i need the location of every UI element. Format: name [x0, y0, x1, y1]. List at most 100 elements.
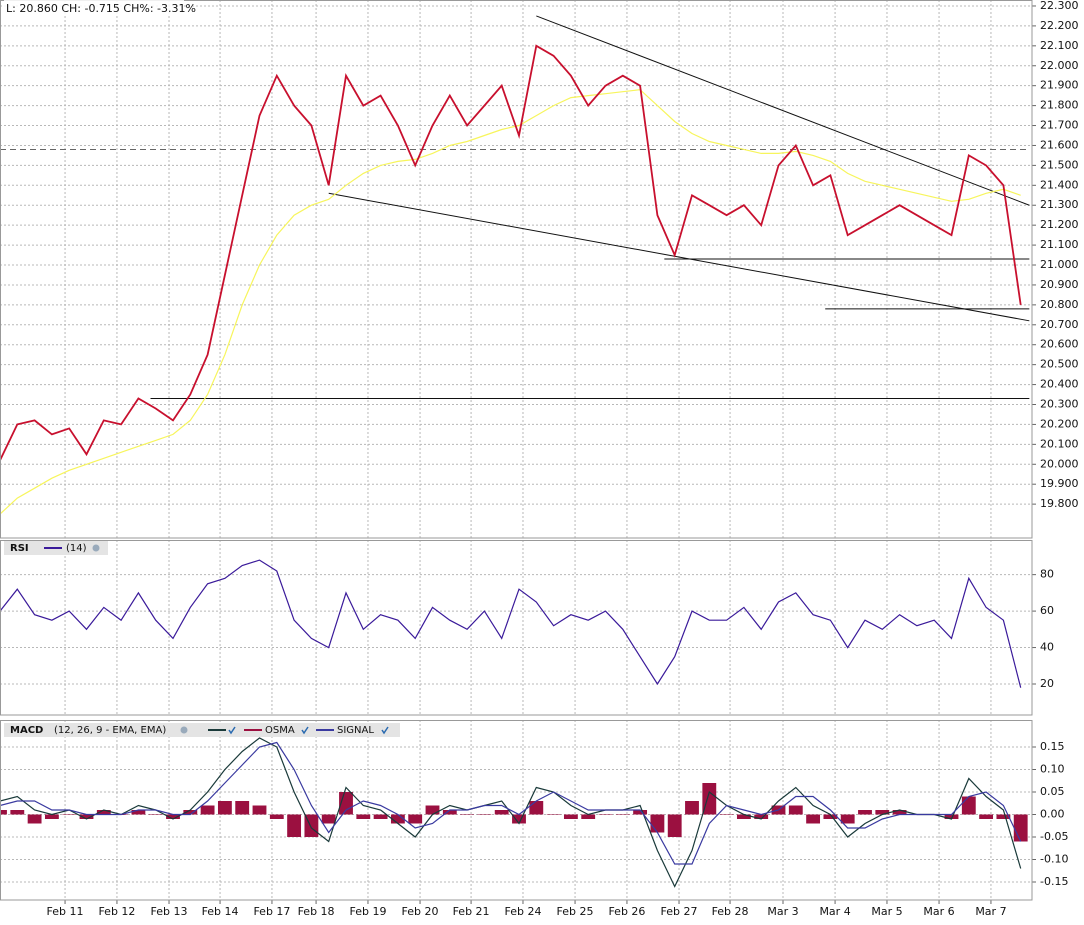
- histogram-bar: [321, 814, 336, 824]
- histogram-bar: [131, 810, 146, 815]
- x-tick-label: Mar 3: [767, 905, 798, 918]
- histogram-bar: [633, 810, 648, 815]
- histogram-bar: [477, 814, 492, 815]
- y-tick-label: 21.000: [1040, 258, 1079, 271]
- histogram-bar: [356, 814, 371, 819]
- check-icon[interactable]: [301, 726, 309, 735]
- histogram-bar: [0, 810, 7, 815]
- panel: [0, 540, 1032, 715]
- y-tick-label: -0.15: [1040, 875, 1068, 888]
- x-tick-label: Feb 19: [349, 905, 386, 918]
- osma-legend: OSMA: [265, 725, 295, 736]
- price-header: L: 20.860 CH: -0.715 CH%: -3.31%: [6, 2, 196, 15]
- histogram-bar: [442, 810, 457, 815]
- x-tick-label: Feb 21: [453, 905, 490, 918]
- x-tick-label: Feb 25: [557, 905, 594, 918]
- x-tick-label: Feb 26: [608, 905, 645, 918]
- y-tick-label: 21.800: [1040, 99, 1079, 112]
- y-tick-label: 21.300: [1040, 198, 1079, 211]
- price-panel-border: [0, 0, 1033, 539]
- histogram-bar: [217, 801, 232, 815]
- histogram-bar: [702, 783, 717, 815]
- histogram-bar: [788, 805, 803, 815]
- x-tick-label: Feb 13: [151, 905, 188, 918]
- histogram-bar: [200, 805, 215, 815]
- histogram-bar: [944, 814, 959, 819]
- histogram-bar: [148, 814, 163, 815]
- y-tick-label: 19.900: [1040, 477, 1079, 490]
- y-tick-label: 40: [1040, 641, 1054, 654]
- histogram-bar: [581, 814, 596, 819]
- y-tick-label: 20.200: [1040, 417, 1079, 430]
- y-tick-label: -0.10: [1040, 853, 1068, 866]
- histogram-bar: [650, 814, 665, 833]
- histogram-bar: [840, 814, 855, 824]
- y-tick-label: 21.400: [1040, 178, 1079, 191]
- y-tick-label: 20.600: [1040, 338, 1079, 351]
- y-tick-label: 0.00: [1040, 808, 1065, 821]
- histogram-bar: [823, 814, 838, 819]
- y-tick-label: 21.600: [1040, 138, 1079, 151]
- rsi-params: (14): [66, 543, 87, 554]
- x-tick-label: Feb 14: [202, 905, 239, 918]
- y-tick-label: 20.100: [1040, 437, 1079, 450]
- series-line: [0, 737, 1022, 888]
- y-tick-label: 0.10: [1040, 763, 1065, 776]
- y-tick-label: 20.800: [1040, 298, 1079, 311]
- histogram-bar: [996, 814, 1011, 819]
- y-tick-label: 21.700: [1040, 119, 1079, 132]
- histogram-bar: [512, 814, 526, 824]
- x-tick-label: Feb 20: [402, 905, 439, 918]
- y-tick-label: 21.900: [1040, 79, 1079, 92]
- x-tick-label: Mar 6: [923, 905, 954, 918]
- y-tick-label: 20.700: [1040, 318, 1079, 331]
- histogram-bar: [408, 814, 423, 824]
- histogram-bar: [529, 801, 544, 815]
- series-line: [0, 559, 1022, 688]
- histogram-bar: [166, 814, 180, 819]
- x-tick-label: Feb 24: [504, 905, 541, 918]
- y-tick-label: -0.05: [1040, 830, 1068, 843]
- panel: [0, 720, 1032, 900]
- x-tick-label: Feb 17: [253, 905, 290, 918]
- histogram-bar: [235, 801, 250, 815]
- check-icon[interactable]: [381, 726, 389, 735]
- histogram-bar: [736, 814, 751, 819]
- histogram-bar: [10, 810, 25, 815]
- series-line: [0, 44, 1022, 461]
- histogram-bar: [425, 805, 440, 815]
- settings-icon[interactable]: [92, 544, 100, 552]
- macd-params: (12, 26, 9 - EMA, EMA): [54, 725, 166, 736]
- macd-header: MACD: [10, 725, 43, 736]
- y-tick-label: 21.200: [1040, 218, 1079, 231]
- histogram-bar: [183, 810, 198, 815]
- x-tick-label: Mar 4: [819, 905, 850, 918]
- histogram-bar: [494, 810, 509, 815]
- x-tick-label: Mar 7: [975, 905, 1006, 918]
- y-tick-label: 0.15: [1040, 740, 1065, 753]
- histogram-bar: [754, 814, 769, 819]
- histogram-bar: [858, 810, 872, 815]
- histogram-bar: [390, 814, 405, 824]
- y-tick-label: 21.100: [1040, 238, 1079, 251]
- x-tick-label: Feb 27: [661, 905, 698, 918]
- trend-line: [328, 192, 1030, 322]
- histogram-bar: [563, 814, 578, 819]
- histogram-bar: [79, 814, 94, 819]
- check-icon[interactable]: [228, 726, 236, 735]
- histogram-bar: [546, 814, 561, 815]
- histogram-bar: [719, 814, 734, 815]
- settings-icon[interactable]: [180, 726, 188, 734]
- y-tick-label: 20.300: [1040, 397, 1079, 410]
- panel: [0, 0, 1032, 538]
- histogram-bar: [287, 814, 302, 837]
- y-tick-label: 80: [1040, 568, 1054, 581]
- y-tick-label: 19.800: [1040, 497, 1079, 510]
- y-tick-label: 60: [1040, 604, 1054, 617]
- y-tick-label: 20.500: [1040, 358, 1079, 371]
- y-tick-label: 21.500: [1040, 158, 1079, 171]
- y-tick-label: 22.200: [1040, 19, 1079, 32]
- x-tick-label: Feb 11: [47, 905, 84, 918]
